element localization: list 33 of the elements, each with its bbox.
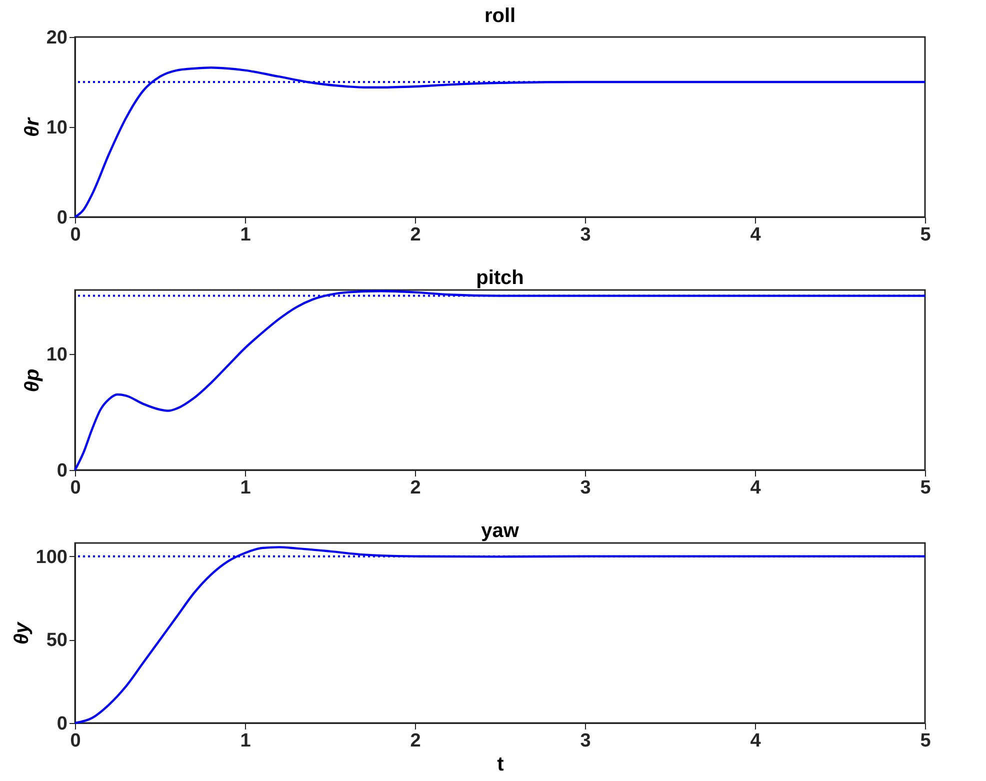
y-tick-label: 10: [46, 118, 68, 138]
y-tick-label: 0: [56, 460, 68, 482]
x-tick-label: 1: [240, 478, 252, 498]
y-axis-title: θr: [21, 116, 44, 137]
x-axis-title: t: [497, 754, 504, 776]
x-tick-label: 4: [750, 224, 762, 246]
x-tick-label: 1: [240, 730, 252, 752]
y-tick-label: 10: [46, 344, 68, 366]
y-tick-label: 20: [46, 28, 68, 48]
x-tick-label: 3: [580, 730, 591, 752]
x-tick-label: 5: [920, 224, 932, 246]
chart-title: pitch: [476, 267, 524, 289]
y-tick-label: 0: [56, 714, 68, 734]
x-tick-label: 0: [70, 730, 81, 752]
chart-title: roll: [484, 5, 516, 27]
x-tick-label: 0: [70, 224, 81, 246]
chart-title: yaw: [481, 520, 520, 542]
y-axis-title: θy: [10, 621, 33, 645]
y-tick-label: 50: [46, 630, 68, 652]
x-tick-label: 2: [410, 224, 421, 246]
x-tick-label: 4: [750, 478, 762, 498]
x-tick-label: 0: [70, 478, 81, 498]
x-tick-label: 5: [920, 478, 932, 498]
x-tick-label: 2: [410, 730, 421, 752]
x-tick-label: 3: [580, 224, 591, 246]
x-tick-label: 1: [240, 224, 252, 246]
y-axis-title: θp: [21, 368, 44, 392]
x-tick-label: 3: [580, 478, 591, 498]
y-tick-label: 100: [36, 546, 68, 568]
x-tick-label: 2: [410, 478, 421, 498]
y-tick-label: 0: [56, 208, 68, 228]
x-tick-label: 4: [750, 730, 762, 752]
x-tick-label: 5: [920, 730, 932, 752]
